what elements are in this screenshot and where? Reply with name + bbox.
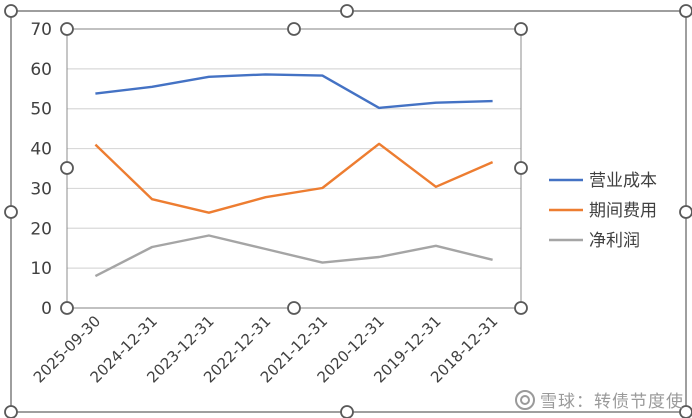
resize-handle[interactable]: [60, 22, 74, 36]
resize-handle[interactable]: [679, 405, 692, 418]
y-tick-label: 60: [30, 60, 52, 80]
resize-handle[interactable]: [340, 405, 354, 418]
y-tick-label: 40: [30, 140, 52, 160]
resize-handle[interactable]: [679, 205, 692, 219]
resize-handle[interactable]: [340, 4, 354, 18]
watermark: 雪球：转债节度使: [514, 387, 684, 412]
resize-handle[interactable]: [4, 4, 18, 18]
watermark-text: 雪球：转债节度使: [540, 392, 684, 412]
y-tick-label: 20: [30, 219, 52, 239]
resize-handle[interactable]: [514, 161, 528, 175]
resize-handle[interactable]: [514, 22, 528, 36]
legend-label: 期间费用: [589, 201, 657, 221]
resize-handle[interactable]: [4, 205, 18, 219]
snowball-logo-icon: [515, 389, 535, 410]
legend-label: 净利润: [589, 231, 640, 251]
resize-handle[interactable]: [287, 22, 301, 36]
legend-label: 营业成本: [589, 171, 657, 191]
plot-area-frame: [66, 28, 522, 309]
y-tick-label: 10: [30, 259, 52, 279]
resize-handle[interactable]: [4, 405, 18, 418]
resize-handle[interactable]: [514, 301, 528, 315]
resize-handle[interactable]: [60, 161, 74, 175]
resize-handle[interactable]: [287, 301, 301, 315]
resize-handle[interactable]: [60, 301, 74, 315]
series-line-3[interactable]: [94, 234, 493, 278]
y-tick-label: 30: [30, 179, 52, 199]
y-tick-label: 50: [30, 100, 52, 120]
series-line-1[interactable]: [95, 73, 493, 110]
y-tick-label: 0: [41, 299, 52, 319]
series-line-2[interactable]: [94, 142, 494, 214]
resize-handle[interactable]: [679, 4, 692, 18]
y-tick-label: 70: [30, 20, 52, 40]
